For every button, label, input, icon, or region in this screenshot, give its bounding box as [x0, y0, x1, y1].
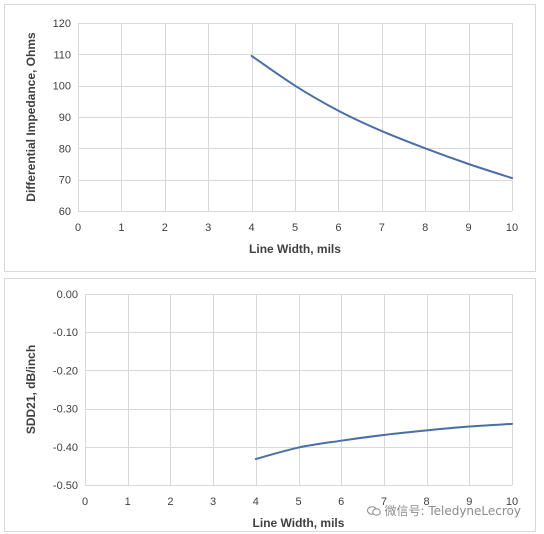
x-tick-label: 1 [125, 496, 131, 508]
y-tick-label: 80 [59, 143, 71, 155]
watermark-text: 微信号: TeledyneLecroy [384, 504, 521, 518]
y-tick-label: 0.00 [57, 289, 78, 301]
x-tick-label: 7 [379, 222, 385, 234]
impedance-series-line [250, 54, 513, 180]
x-tick-label: 2 [162, 222, 168, 234]
sdd21-series-line [254, 422, 513, 461]
y-tick-label: -0.40 [53, 442, 78, 454]
y-tick-label: -0.10 [53, 327, 78, 339]
x-tick-label: 10 [506, 222, 518, 234]
y-tick-label: 120 [53, 18, 71, 30]
x-tick-label: 6 [335, 222, 341, 234]
x-tick-label: 10 [506, 496, 518, 508]
x-axis-title: Line Width, mils [253, 516, 345, 530]
x-tick-label: 6 [338, 496, 344, 508]
x-tick-label: 0 [82, 496, 88, 508]
y-tick-label: 100 [53, 81, 71, 93]
x-tick-label: 9 [466, 222, 472, 234]
x-tick-label: 5 [295, 496, 301, 508]
watermark: 微信号: TeledyneLecroy [367, 502, 521, 519]
x-tick-label: 9 [466, 496, 472, 508]
y-tick-label: 110 [53, 49, 71, 61]
chart-impedance: 60 70 80 90 100 110 120 0 1 2 3 4 5 6 7 8 9 10 Line Width,… [4, 4, 536, 272]
x-tick-label: 0 [75, 222, 81, 234]
x-tick-label: 3 [205, 222, 211, 234]
chart-sdd21: -0.50 -0.40 -0.30 -0.20 -0.10 0.00 0 1 2 3 4 5 6 7 8 9 1… [4, 278, 536, 532]
y-axis-title: Differential Impedance, Ohms [24, 32, 38, 202]
x-tick-label: 8 [422, 222, 428, 234]
x-tick-label: 5 [292, 222, 298, 234]
x-tick-label: 3 [210, 496, 216, 508]
x-tick-label: 4 [249, 222, 255, 234]
impedance-plot: 60 70 80 90 100 110 120 0 1 2 3 4 5 6 7 8 9 10 Line Width,… [24, 18, 518, 256]
x-axis-title: Line Width, mils [249, 242, 341, 256]
y-axis-title: SDD21, dB/inch [24, 345, 38, 434]
y-tick-label: 60 [59, 206, 71, 218]
y-tick-label: 70 [59, 175, 71, 187]
x-tick-label: 4 [253, 496, 259, 508]
x-tick-label: 2 [167, 496, 173, 508]
y-tick-label: 90 [59, 112, 71, 124]
x-tick-label: 1 [118, 222, 124, 234]
y-tick-label: -0.50 [53, 480, 78, 492]
x-tick-label: 7 [381, 496, 387, 508]
x-tick-label: 8 [424, 496, 430, 508]
y-tick-label: -0.30 [53, 404, 78, 416]
y-tick-label: -0.20 [53, 365, 78, 377]
sdd21-plot: -0.50 -0.40 -0.30 -0.20 -0.10 0.00 0 1 2 3 4 5 6 7 8 9 1… [24, 289, 518, 530]
wechat-icon [367, 506, 382, 516]
